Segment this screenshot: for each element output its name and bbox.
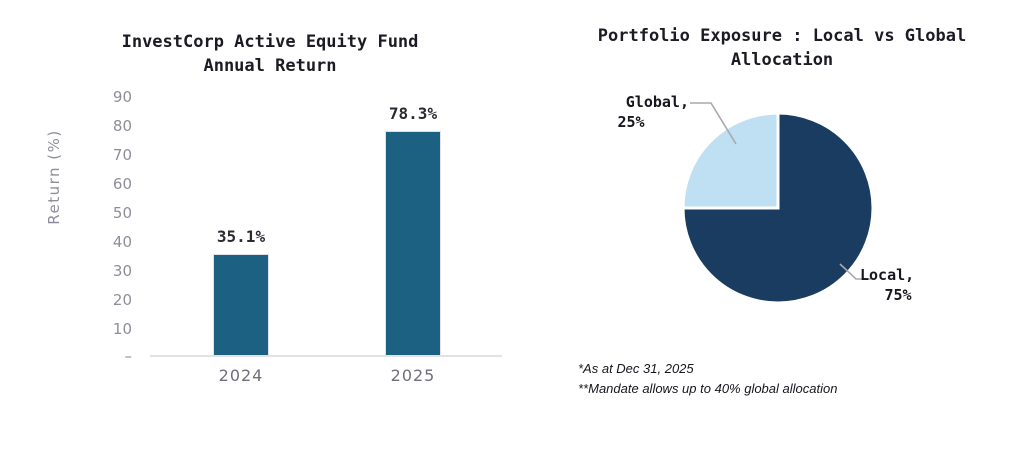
leader-line-local [839,263,871,280]
y-axis-tick-10: 10 [112,320,132,338]
y-axis-tick-30: 30 [112,262,132,280]
leader-line-global [690,102,737,145]
pie-label-global: Global, 25% [581,92,689,132]
x-axis-tick-2025: 2025 [390,366,436,385]
pie-label-local-line-1: Local, [860,266,915,284]
pie-label-local: Local, 75% [860,265,970,305]
bar-value-label-2024: 35.1% [216,227,266,246]
pie-label-local-line-2: 75% [884,286,912,304]
pie-chart-title: Portfolio Exposure : Local vs Global All… [540,24,1024,72]
x-axis-baseline [150,355,502,357]
bar-chart-title-line-2: Annual Return [203,56,337,76]
pie-label-global-line-1: Global, [625,93,689,111]
bar-2024[interactable] [213,254,269,356]
y-axis-tick-80: 80 [112,117,132,135]
footnote-as-at-date: *As at Dec 31, 2025 [578,361,694,376]
footnote-mandate: **Mandate allows up to 40% global alloca… [578,381,838,396]
y-axis-tick-20: 20 [112,291,132,309]
pie-chart-title-line-1: Portfolio Exposure : Local vs Global [597,26,967,46]
bar-chart-panel: InvestCorp Active Equity Fund Annual Ret… [0,30,540,385]
pie-chart-panel: Portfolio Exposure : Local vs Global All… [540,0,1024,449]
y-axis-tick-0: – [124,347,133,365]
bar-chart-title-line-1: InvestCorp Active Equity Fund [121,32,419,52]
pie-chart-title-line-2: Allocation [730,50,834,70]
bar-chart-title: InvestCorp Active Equity Fund Annual Ret… [0,30,540,78]
y-axis-tick-60: 60 [112,175,132,193]
bar-2025[interactable] [385,131,441,356]
y-axis-title: Return (%) [45,129,63,225]
y-axis-tick-50: 50 [112,204,132,222]
y-axis-tick-90: 90 [112,88,132,106]
pie-slice-global[interactable] [681,111,780,210]
y-axis-tick-40: 40 [112,233,132,251]
pie-label-global-line-2: 25% [617,113,645,131]
x-axis-tick-2024: 2024 [218,366,264,385]
bar-value-label-2025: 78.3% [388,104,438,123]
y-axis-tick-70: 70 [112,146,132,164]
bar-chart-plot-area: Return (%) 90 80 70 60 50 40 30 20 10 – … [45,88,502,385]
pie-chart-graphic [681,102,875,305]
pie-slice-local[interactable] [681,111,875,305]
